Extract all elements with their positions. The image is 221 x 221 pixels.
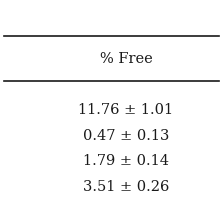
Text: 0.47 ± 0.13: 0.47 ± 0.13 bbox=[83, 129, 169, 143]
Text: 3.51 ± 0.26: 3.51 ± 0.26 bbox=[83, 180, 169, 194]
Text: 11.76 ± 1.01: 11.76 ± 1.01 bbox=[78, 103, 173, 118]
Text: % Free: % Free bbox=[100, 51, 152, 66]
Text: 1.79 ± 0.14: 1.79 ± 0.14 bbox=[83, 154, 169, 168]
